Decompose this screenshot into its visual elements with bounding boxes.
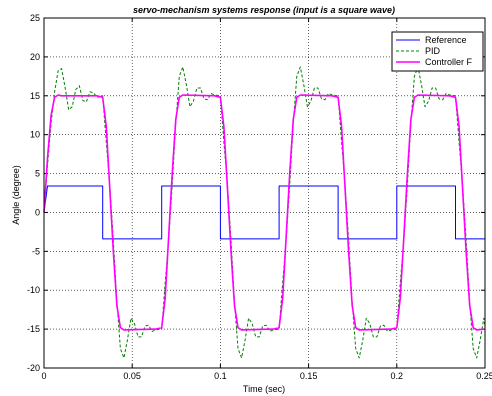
- y-tick-label: -15: [27, 324, 40, 334]
- y-tick-label: -10: [27, 285, 40, 295]
- x-tick-label: 0.1: [214, 371, 227, 381]
- x-tick-label: 0.2: [391, 371, 404, 381]
- x-tick-label: 0.25: [476, 371, 492, 381]
- x-axis-label: Time (sec): [243, 384, 285, 394]
- y-tick-label: 10: [30, 130, 40, 140]
- y-axis-label: Angle (degree): [11, 165, 21, 225]
- legend-label: Controller F: [425, 57, 473, 67]
- x-tick-label: 0.15: [300, 371, 318, 381]
- series-line-reference: [43, 185, 485, 240]
- legend-label: Reference: [425, 35, 467, 45]
- y-tick-label: 25: [30, 13, 40, 23]
- y-tick-label: -20: [27, 363, 40, 373]
- y-axis-ticks: -20 -15 -10 -5 0 5 10 15 20 25: [27, 13, 485, 373]
- y-tick-label: 0: [35, 207, 40, 217]
- y-tick-label: -5: [32, 246, 40, 256]
- x-tick-label: 0.05: [123, 371, 141, 381]
- y-tick-label: 15: [30, 91, 40, 101]
- legend-label: PID: [425, 46, 441, 56]
- y-tick-label: 5: [35, 169, 40, 179]
- y-tick-label: 20: [30, 52, 40, 62]
- x-tick-label: 0: [41, 371, 46, 381]
- series-lines: [43, 66, 486, 359]
- chart-title: servo-mechanism systems response (input …: [133, 5, 395, 15]
- series-line-controller-f: [43, 94, 486, 331]
- plot-frame: [43, 17, 486, 369]
